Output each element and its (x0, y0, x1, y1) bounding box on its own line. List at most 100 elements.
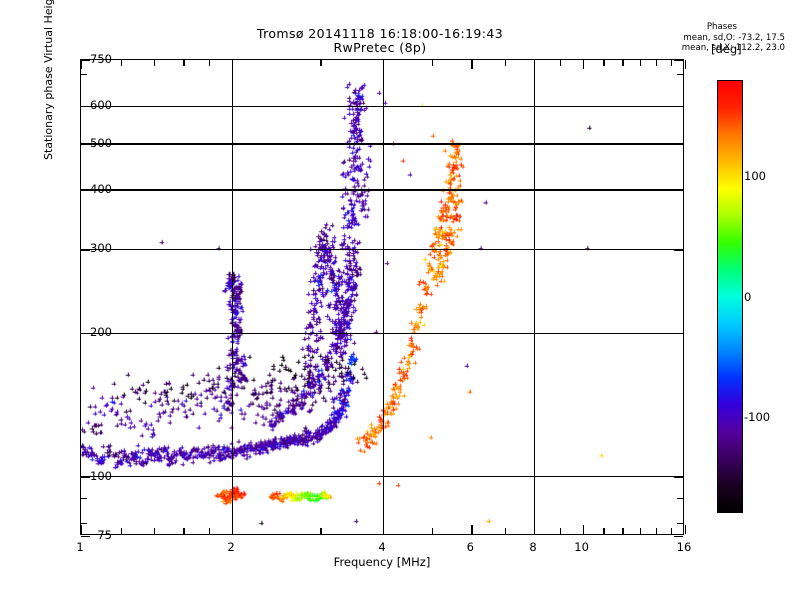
y-major-tick (674, 333, 683, 335)
x-axis-ticklabel: 16 (676, 540, 692, 554)
plot-title-line1: Tromsø 20141118 16:18:00-16:19:43 (256, 26, 504, 41)
x-axis-ticklabel: 1 (76, 540, 84, 554)
colorbar-ticklabel: 100 (744, 169, 766, 184)
x-minor-tick (209, 60, 211, 66)
plot-subtitle-line2: RwPretec (8p) (333, 40, 427, 55)
x-major-tick (534, 525, 536, 534)
gridline-horizontal (81, 248, 683, 251)
y-major-tick (81, 106, 90, 108)
x-axis-ticklabel: 6 (466, 540, 474, 554)
y-axis-title-wrap: Stationary phase Virtual Height [km] (42, 0, 58, 420)
x-minor-tick (431, 528, 433, 534)
x-major-tick (232, 525, 234, 534)
y-major-tick (81, 333, 90, 335)
x-axis-ticklabel: 4 (378, 540, 386, 554)
x-minor-tick (154, 60, 156, 66)
x-minor-tick (431, 60, 433, 66)
y-axis-ticklabel: 750 (90, 52, 112, 66)
x-minor-tick (622, 60, 624, 66)
y-major-tick (81, 249, 90, 251)
x-minor-tick (603, 528, 605, 534)
x-minor-tick (209, 528, 211, 534)
y-axis-ticklabel: 100 (90, 468, 112, 483)
x-axis-title: Frequency [MHz] (333, 555, 431, 569)
y-axis-title: Stationary phase Virtual Height [km] (42, 0, 55, 160)
x-minor-tick (603, 60, 605, 66)
x-axis-ticklabel: 2 (227, 540, 235, 554)
y-axis-ticklabel: 300 (90, 241, 112, 256)
y-major-tick (81, 189, 90, 192)
phases-annotation-heading: Phases (706, 22, 737, 32)
x-minor-tick (559, 528, 561, 534)
plot-area (80, 59, 687, 538)
x-minor-tick (183, 528, 185, 534)
y-minor-tick (81, 74, 87, 76)
x-minor-tick (559, 60, 561, 66)
colorbar-gradient (718, 81, 742, 512)
y-minor-tick (81, 522, 87, 524)
y-major-tick (81, 536, 90, 538)
y-major-tick (674, 106, 683, 108)
x-major-tick (471, 525, 473, 534)
gridline-vertical (533, 60, 535, 534)
y-axis-ticklabel: 600 (90, 98, 112, 113)
y-minor-tick (677, 498, 683, 500)
x-major-tick (685, 60, 687, 69)
x-minor-tick (504, 60, 507, 66)
x-minor-tick (670, 528, 673, 534)
x-minor-tick (504, 528, 507, 534)
x-major-tick (383, 60, 385, 69)
x-major-tick (534, 60, 536, 69)
y-major-tick (674, 249, 683, 251)
x-major-tick (685, 525, 687, 534)
x-major-tick (81, 525, 83, 534)
y-axis-ticklabel: 500 (90, 135, 112, 150)
x-minor-tick (183, 60, 185, 66)
y-major-tick (674, 143, 683, 145)
gridline-vertical (382, 60, 384, 534)
y-major-tick (674, 536, 683, 538)
x-axis-ticklabel: 8 (529, 540, 537, 554)
y-minor-tick (81, 498, 87, 500)
x-minor-tick (655, 60, 658, 66)
x-major-tick (582, 525, 584, 534)
x-minor-tick (670, 60, 673, 66)
gridline-horizontal (81, 476, 683, 478)
colorbar (717, 80, 743, 513)
phases-annotation-x-mode: mean, sd,X: 112.2, 23.0 (681, 43, 785, 54)
y-minor-tick (677, 522, 683, 524)
colorbar-ticklabel: -100 (744, 409, 771, 424)
y-axis-ticklabel: 200 (90, 325, 112, 340)
x-axis-ticklabel: 10 (574, 540, 589, 554)
gridline-vertical (231, 60, 233, 534)
gridline-horizontal (81, 332, 683, 335)
x-major-tick (81, 60, 83, 69)
colorbar-ticklabel: 0 (744, 289, 752, 304)
x-major-tick (383, 525, 385, 534)
y-axis-ticklabel: 400 (90, 181, 112, 196)
x-minor-tick (622, 528, 624, 534)
y-major-tick (81, 143, 90, 145)
y-major-tick (81, 476, 90, 478)
gridline-horizontal (81, 189, 683, 191)
y-major-tick (674, 189, 683, 192)
x-major-tick (232, 60, 234, 69)
x-minor-tick (320, 528, 322, 534)
gridline-horizontal (81, 143, 683, 145)
x-major-tick (582, 60, 584, 69)
x-minor-tick (639, 528, 641, 534)
y-major-tick (81, 60, 90, 62)
x-minor-tick (154, 528, 156, 534)
x-minor-tick (639, 60, 641, 66)
x-minor-tick (655, 528, 658, 534)
y-axis-ticklabel: 75 (97, 528, 112, 542)
x-minor-tick (120, 60, 122, 66)
x-minor-tick (320, 60, 322, 66)
x-major-tick (471, 60, 473, 69)
x-minor-tick (120, 528, 122, 534)
phases-annotation: Phases mean, sd,O: -73.2, 17.5 mean, sd,… (560, 22, 785, 54)
phases-annotation-o-mode: mean, sd,O: -73.2, 17.5 (683, 32, 785, 43)
scatter-canvas (81, 60, 683, 534)
gridline-horizontal (81, 105, 683, 107)
